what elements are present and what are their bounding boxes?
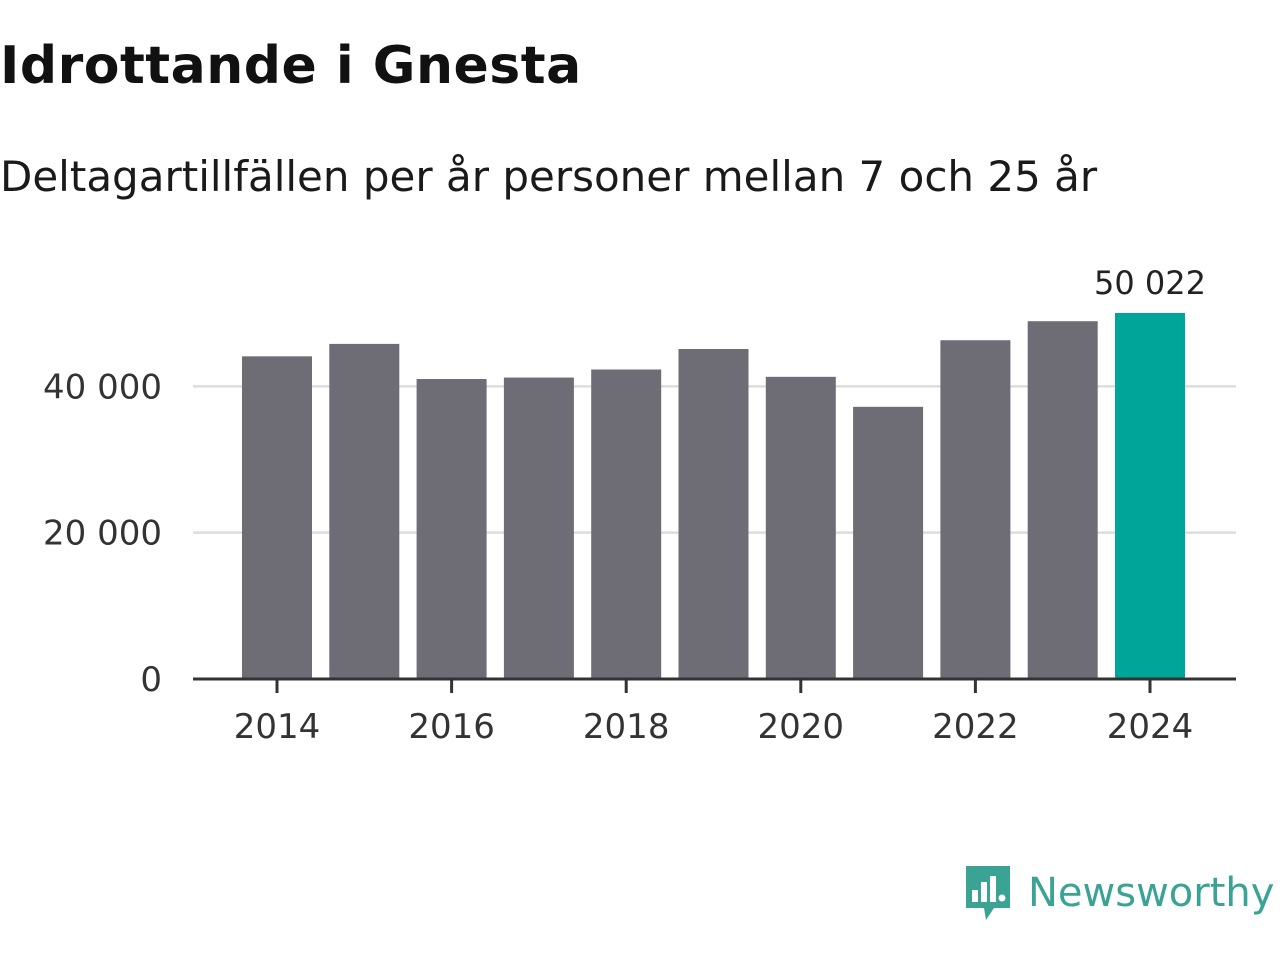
chart-title: Idrottande i Gnesta (0, 36, 582, 96)
bar-2014 (242, 356, 312, 679)
bar-2022 (940, 340, 1011, 679)
x-tick-label: 2022 (932, 707, 1019, 747)
newsworthy-logo-icon (966, 866, 1010, 920)
bar-2021 (853, 406, 924, 679)
x-tick-label: 2014 (234, 707, 321, 747)
bar-2024 (1115, 313, 1185, 679)
brand-logo: Newsworthy (962, 862, 1274, 924)
bar-2018 (591, 369, 662, 679)
brand-name: Newsworthy (1028, 870, 1275, 916)
chart-subtitle: Deltagartillfällen per år personer mella… (0, 152, 1098, 201)
x-tick-label: 2016 (408, 707, 495, 747)
x-tick-label: 2024 (1107, 707, 1194, 747)
bar-2015 (329, 343, 400, 679)
y-tick-label: 0 (140, 660, 162, 700)
bar-2019 (678, 349, 749, 679)
bar-2023 (1027, 321, 1098, 679)
bar-2017 (503, 377, 574, 679)
data-label-2024: 50 022 (1094, 264, 1206, 302)
bar-2020 (765, 376, 836, 679)
y-tick-label: 20 000 (43, 514, 162, 554)
x-tick-label: 2018 (583, 707, 670, 747)
bar-2016 (416, 379, 487, 679)
x-tick-label: 2020 (758, 707, 845, 747)
y-tick-label: 40 000 (43, 367, 162, 407)
